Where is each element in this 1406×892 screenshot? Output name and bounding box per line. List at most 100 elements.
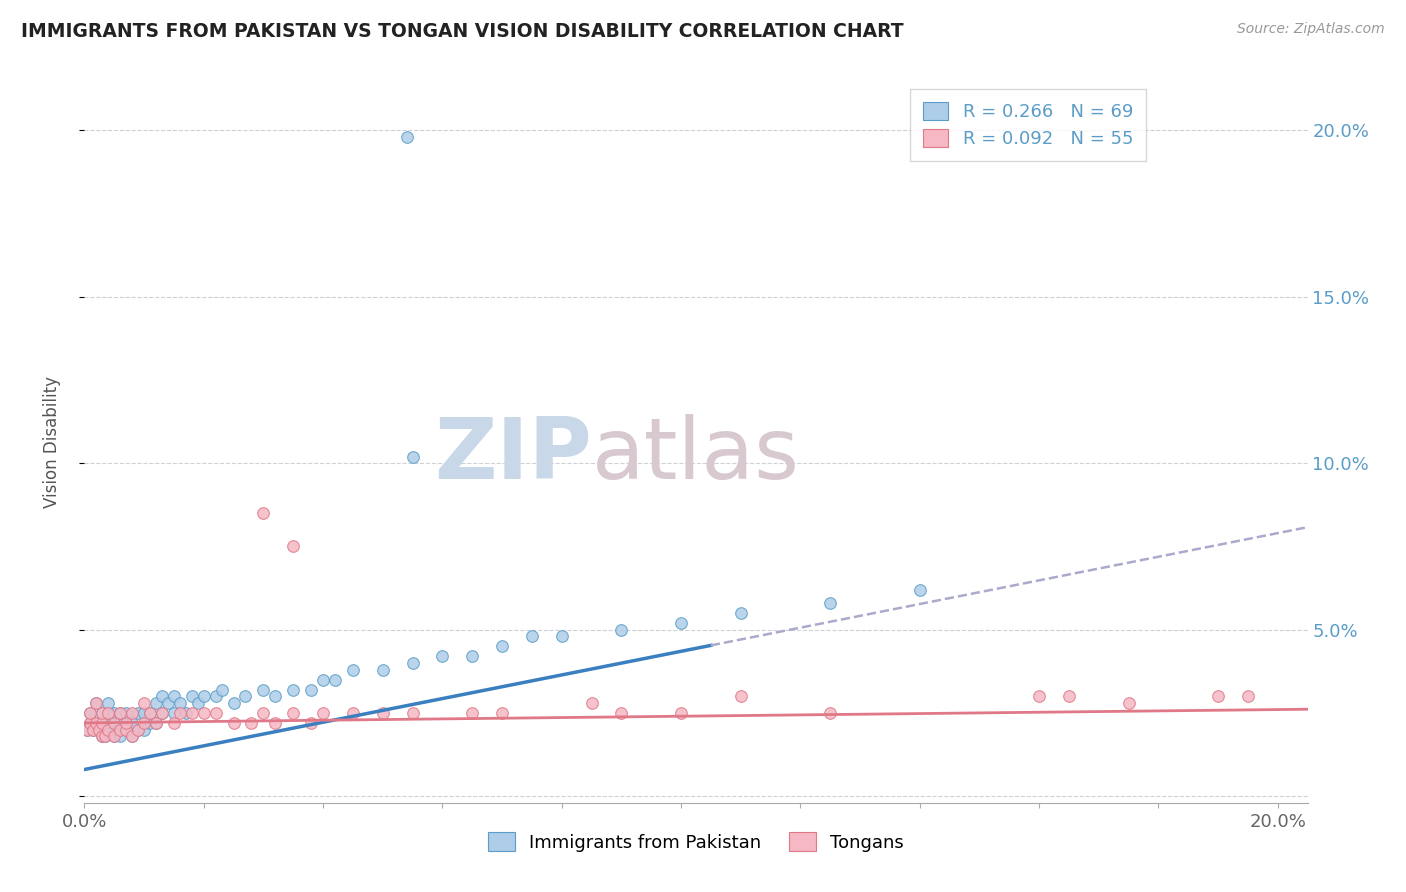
Point — [115, 723, 138, 737]
Point — [97, 723, 120, 737]
Point — [132, 723, 155, 737]
Point — [121, 729, 143, 743]
Point — [76, 723, 98, 737]
Point — [100, 715, 122, 730]
Point — [283, 706, 305, 720]
Point — [299, 715, 322, 730]
Point — [461, 649, 484, 664]
Point — [283, 682, 305, 697]
Point — [669, 615, 692, 630]
Point — [174, 706, 197, 720]
Legend: Immigrants from Pakistan, Tongans: Immigrants from Pakistan, Tongans — [481, 825, 911, 859]
Text: atlas: atlas — [592, 415, 800, 498]
Point — [139, 706, 162, 720]
Point — [145, 715, 167, 730]
Point — [169, 706, 191, 720]
Point — [1237, 690, 1260, 704]
Point — [187, 696, 209, 710]
Point — [103, 715, 125, 730]
Point — [163, 706, 186, 720]
Point — [103, 729, 125, 743]
Point — [371, 706, 394, 720]
Point — [115, 706, 138, 720]
Point — [461, 706, 484, 720]
Point — [132, 706, 155, 720]
Point — [491, 640, 513, 654]
Point — [312, 706, 335, 720]
Point — [108, 706, 131, 720]
Point — [222, 696, 245, 710]
Point — [1028, 690, 1050, 704]
Point — [730, 606, 752, 620]
Point — [91, 706, 114, 720]
Point — [84, 715, 107, 730]
Point — [818, 596, 841, 610]
Point — [127, 706, 149, 720]
Point — [139, 715, 162, 730]
Point — [145, 715, 167, 730]
Point — [108, 715, 131, 730]
Point — [156, 696, 179, 710]
Point — [82, 723, 104, 737]
Point — [97, 706, 120, 720]
Point — [211, 682, 233, 697]
Point — [91, 706, 114, 720]
Point — [193, 706, 215, 720]
Point — [252, 682, 274, 697]
Point — [1118, 696, 1140, 710]
Point — [79, 706, 101, 720]
Point — [491, 706, 513, 720]
Point — [89, 723, 111, 737]
Point — [169, 696, 191, 710]
Point — [163, 690, 186, 704]
Point — [240, 715, 263, 730]
Point — [401, 706, 423, 720]
Point — [252, 506, 274, 520]
Point — [730, 690, 752, 704]
Point — [103, 729, 125, 743]
Point — [132, 715, 155, 730]
Point — [82, 723, 104, 737]
Point — [145, 696, 167, 710]
Point — [222, 715, 245, 730]
Point — [108, 729, 131, 743]
Point — [84, 715, 107, 730]
Point — [103, 706, 125, 720]
Point — [342, 706, 364, 720]
Point — [121, 729, 143, 743]
Point — [371, 663, 394, 677]
Text: IMMIGRANTS FROM PAKISTAN VS TONGAN VISION DISABILITY CORRELATION CHART: IMMIGRANTS FROM PAKISTAN VS TONGAN VISIO… — [21, 22, 904, 41]
Point — [235, 690, 257, 704]
Point — [204, 706, 226, 720]
Point — [1206, 690, 1229, 704]
Point — [79, 715, 101, 730]
Point — [150, 706, 173, 720]
Point — [908, 582, 931, 597]
Point — [401, 656, 423, 670]
Point — [132, 696, 155, 710]
Point — [115, 723, 138, 737]
Point — [432, 649, 454, 664]
Point — [818, 706, 841, 720]
Point — [91, 729, 114, 743]
Point — [1057, 690, 1080, 704]
Point — [108, 723, 131, 737]
Point — [91, 729, 114, 743]
Point — [115, 715, 138, 730]
Point — [180, 690, 202, 704]
Point — [342, 663, 364, 677]
Point — [150, 706, 173, 720]
Point — [669, 706, 692, 720]
Point — [108, 706, 131, 720]
Point — [89, 723, 111, 737]
Point — [97, 706, 120, 720]
Point — [79, 706, 101, 720]
Point — [193, 690, 215, 704]
Point — [127, 723, 149, 737]
Point — [94, 729, 117, 743]
Point — [84, 696, 107, 710]
Point — [312, 673, 335, 687]
Point — [84, 696, 107, 710]
Point — [551, 629, 574, 643]
Point — [581, 696, 603, 710]
